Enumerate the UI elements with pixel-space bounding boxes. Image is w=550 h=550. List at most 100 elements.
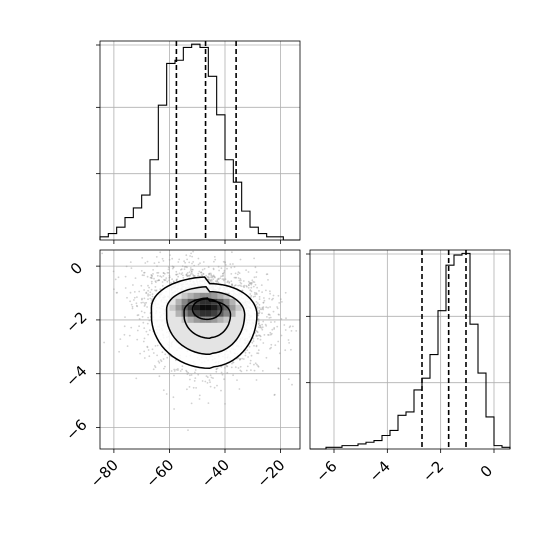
scatter-point (269, 314, 271, 316)
scatter-point (237, 284, 240, 287)
scatter-point (123, 325, 126, 328)
scatter-point (146, 260, 149, 263)
scatter-point (189, 273, 192, 276)
density-cell (223, 310, 230, 317)
scatter-point (222, 272, 224, 275)
scatter-point (175, 279, 178, 281)
scatter-point (287, 378, 290, 380)
scatter-point (183, 266, 186, 268)
scatter-point (250, 282, 253, 285)
scatter-point (249, 293, 252, 295)
density-cell (205, 298, 212, 305)
scatter-point (255, 303, 258, 306)
scatter-point (186, 370, 188, 373)
scatter-point (238, 279, 241, 282)
scatter-point (190, 271, 193, 273)
scatter-point (165, 393, 168, 395)
scatter-point (255, 293, 258, 296)
scatter-point (145, 291, 148, 294)
scatter-point (234, 366, 237, 369)
scatter-point (202, 272, 205, 275)
x-tick-label: −20 (253, 456, 288, 491)
density-cell (229, 298, 236, 305)
scatter-point (198, 398, 201, 400)
scatter-point (156, 344, 159, 347)
scatter-point (163, 278, 166, 281)
scatter-point (177, 369, 179, 371)
scatter-point (234, 272, 237, 275)
density-cell (211, 304, 218, 311)
scatter-point (193, 380, 196, 382)
scatter-point (191, 268, 193, 271)
scatter-point (101, 252, 104, 255)
scatter-point (247, 284, 250, 286)
scatter-point (272, 297, 274, 300)
scatter-point (141, 297, 143, 300)
scatter-point (220, 275, 223, 278)
scatter-point (212, 274, 215, 277)
scatter-point (224, 261, 227, 263)
scatter-point (172, 266, 175, 269)
scatter-point (154, 286, 157, 288)
scatter-point (244, 351, 247, 354)
scatter-point (257, 318, 260, 321)
scatter-point (253, 344, 255, 347)
scatter-point (129, 291, 132, 294)
scatter-point (191, 262, 193, 265)
scatter-point (273, 327, 276, 329)
scatter-point (142, 301, 144, 304)
scatter-point (140, 284, 143, 287)
scatter-point (171, 265, 174, 268)
scatter-point (162, 358, 165, 360)
scatter-point (138, 318, 141, 320)
scatter-point (194, 377, 197, 379)
scatter-point (114, 278, 117, 281)
x-tick-label: −40 (198, 456, 233, 491)
scatter-point (172, 396, 175, 399)
scatter-point (255, 345, 258, 348)
scatter-point (261, 291, 263, 293)
scatter-point (143, 302, 146, 304)
scatter-point (185, 274, 188, 277)
scatter-point (276, 325, 279, 328)
scatter-point (148, 355, 151, 358)
scatter-point (126, 345, 129, 347)
scatter-point (227, 280, 229, 283)
scatter-point (133, 299, 135, 301)
scatter-point (186, 388, 188, 391)
scatter-point (129, 300, 132, 303)
scatter-point (283, 324, 286, 326)
scatter-point (194, 369, 197, 371)
scatter-point (224, 262, 227, 264)
scatter-point (253, 257, 256, 260)
scatter-point (252, 337, 255, 340)
scatter-point (216, 278, 219, 281)
scatter-point (250, 283, 253, 286)
scatter-point (186, 275, 189, 277)
density-cell (193, 310, 200, 317)
scatter-point (160, 276, 163, 278)
scatter-point (140, 301, 143, 304)
scatter-point (162, 272, 165, 274)
scatter-point (181, 365, 184, 368)
scatter-point (262, 308, 265, 311)
density-cell (217, 316, 224, 323)
scatter-point (210, 273, 212, 276)
scatter-point (254, 295, 256, 298)
scatter-point (113, 288, 115, 291)
scatter-point (277, 313, 280, 316)
scatter-point (232, 263, 234, 265)
scatter-point (224, 278, 227, 281)
scatter-point (151, 277, 153, 280)
scatter-point (168, 277, 171, 279)
scatter-point (143, 337, 146, 340)
scatter-point (265, 325, 268, 327)
scatter-point (247, 356, 250, 358)
scatter-point (191, 272, 193, 275)
scatter-point (214, 258, 217, 261)
scatter-point (260, 284, 263, 286)
scatter-point (188, 386, 191, 388)
scatter-point (150, 274, 153, 276)
scatter-point (259, 338, 262, 341)
scatter-point (147, 333, 150, 336)
